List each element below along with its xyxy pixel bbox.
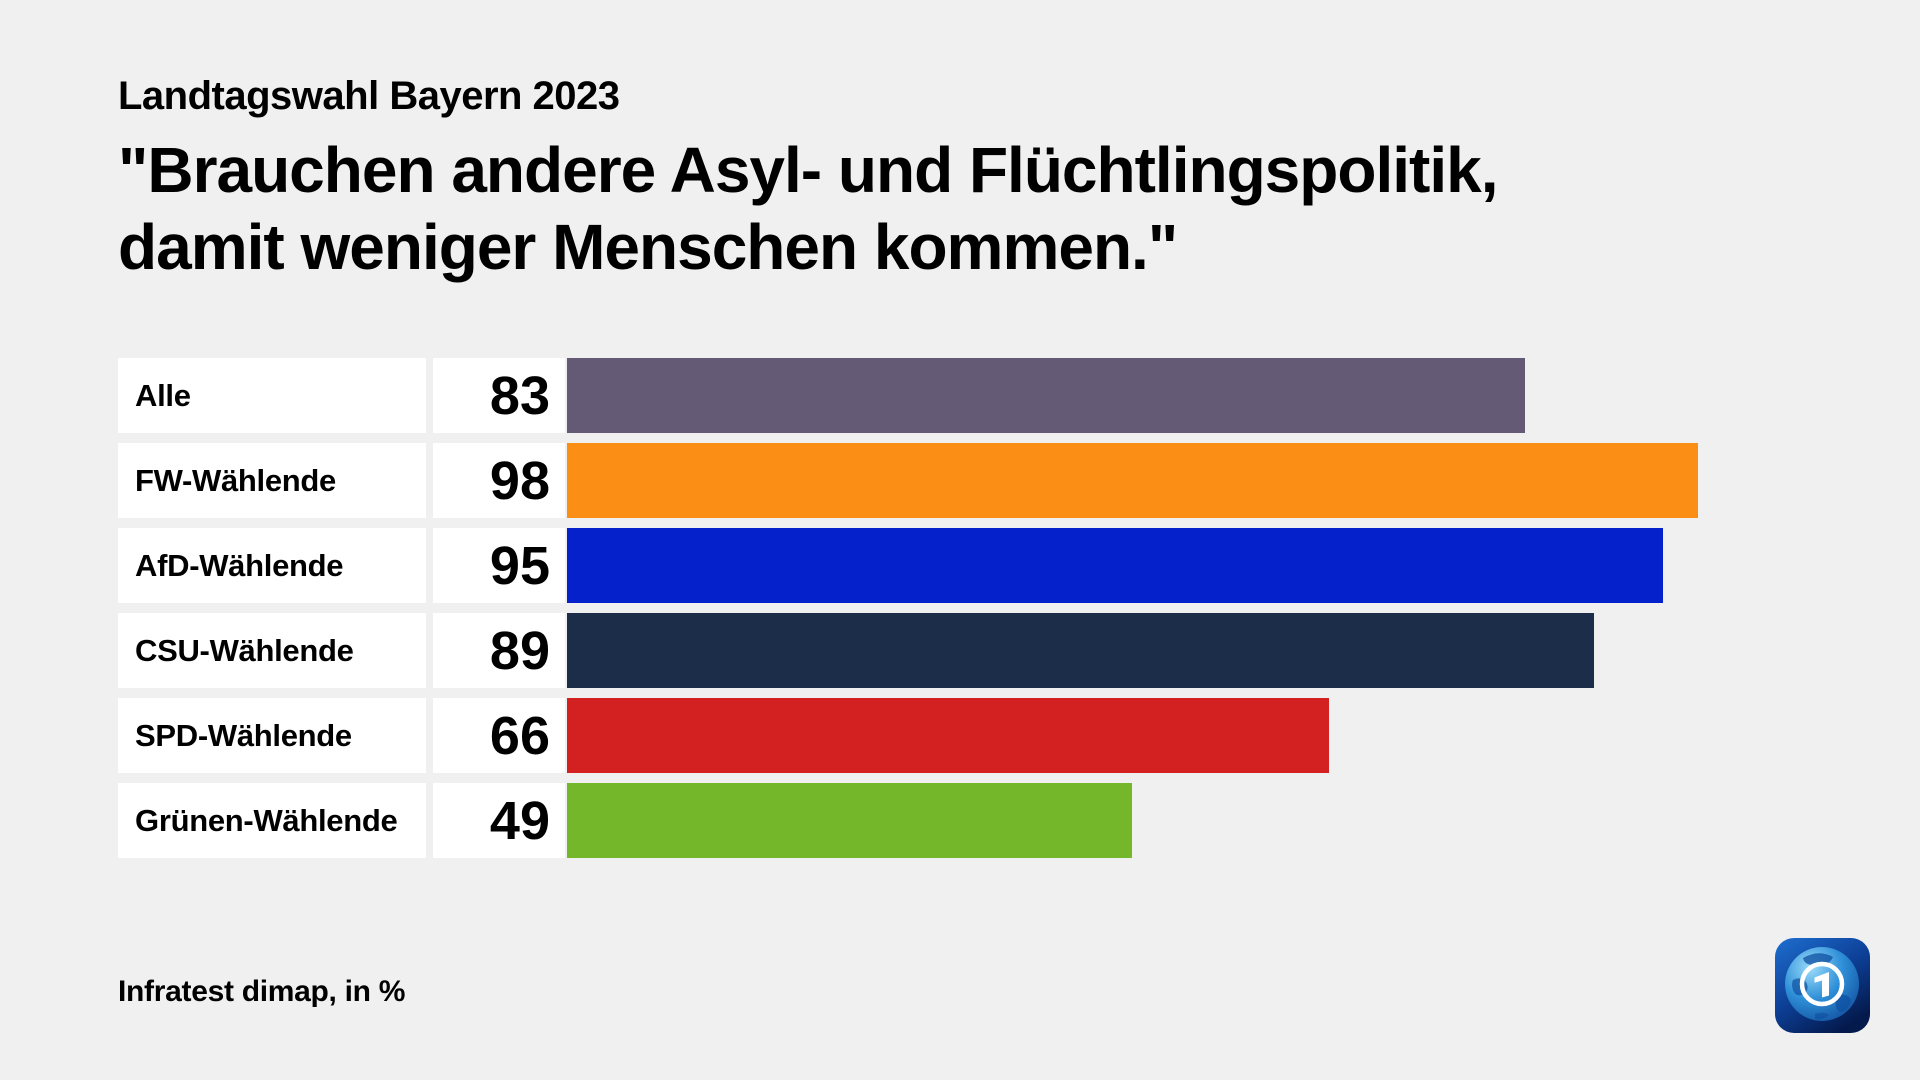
row-value: 89 [433, 613, 565, 688]
row-label: SPD-Wählende [118, 698, 426, 773]
chart-title: "Brauchen andere Asyl- und Flüchtlingspo… [118, 132, 1498, 286]
row-value: 83 [433, 358, 565, 433]
row-value: 95 [433, 528, 565, 603]
bar [567, 698, 1329, 773]
bar-track [567, 358, 1721, 433]
chart-kicker: Landtagswahl Bayern 2023 [118, 74, 620, 118]
chart-title-line2: damit weniger Menschen kommen." [118, 211, 1178, 283]
chart-row-alle: Alle 83 [0, 358, 1920, 433]
chart-row-fw: FW-Wählende 98 [0, 443, 1920, 518]
row-value: 98 [433, 443, 565, 518]
bar [567, 613, 1595, 688]
bar-track [567, 443, 1721, 518]
chart-title-line1: "Brauchen andere Asyl- und Flüchtlingspo… [118, 134, 1498, 206]
row-label: FW-Wählende [118, 443, 426, 518]
row-value: 66 [433, 698, 565, 773]
bar-track [567, 698, 1721, 773]
row-label: AfD-Wählende [118, 528, 426, 603]
bar [567, 528, 1664, 603]
chart-row-gruene: Grünen-Wählende 49 [0, 783, 1920, 858]
ard-tagesschau-logo-icon [1775, 938, 1870, 1033]
bar-track [567, 613, 1721, 688]
row-label: Grünen-Wählende [118, 783, 426, 858]
row-value: 49 [433, 783, 565, 858]
chart-row-afd: AfD-Wählende 95 [0, 528, 1920, 603]
chart-row-csu: CSU-Wählende 89 [0, 613, 1920, 688]
bar-track [567, 528, 1721, 603]
bar [567, 783, 1133, 858]
chart-row-spd: SPD-Wählende 66 [0, 698, 1920, 773]
row-label: CSU-Wählende [118, 613, 426, 688]
logo-svg [1775, 938, 1870, 1033]
bar [567, 443, 1698, 518]
bar [567, 358, 1525, 433]
row-label: Alle [118, 358, 426, 433]
source-note: Infratest dimap, in % [118, 975, 406, 1008]
bar-track [567, 783, 1721, 858]
